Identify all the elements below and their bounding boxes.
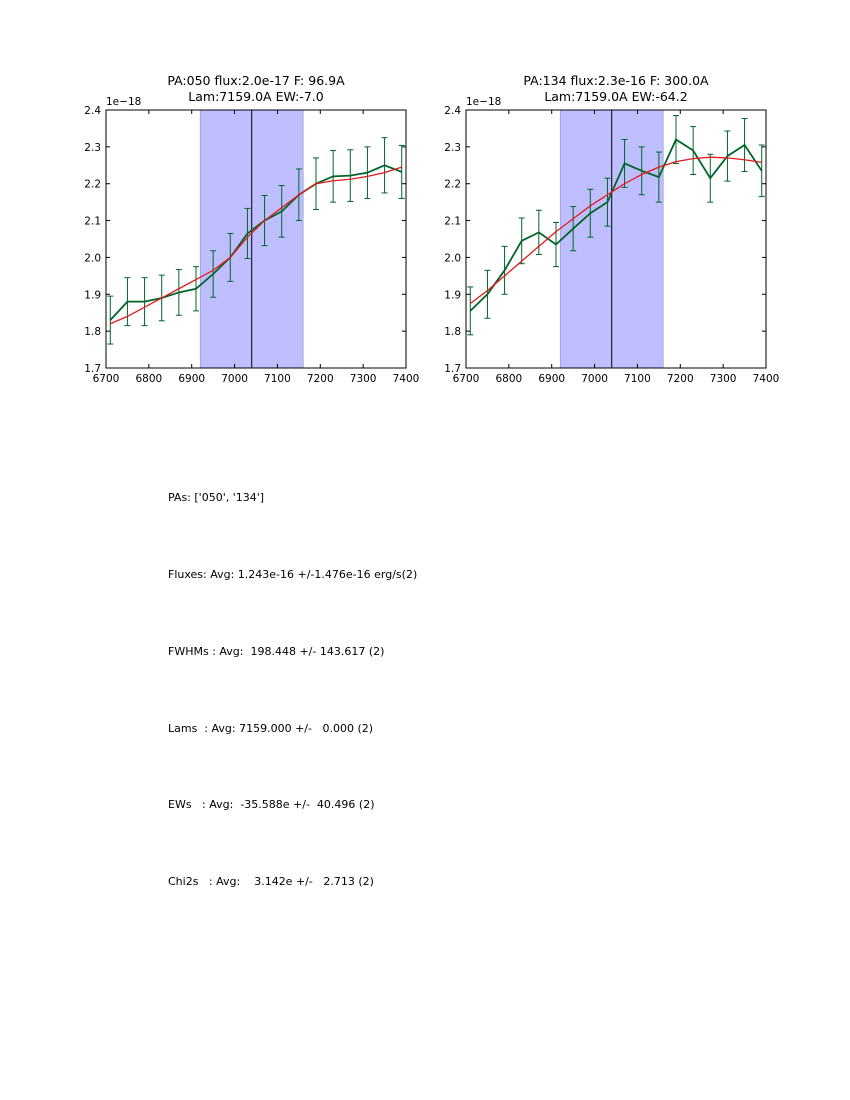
stat-fluxes: Fluxes: Avg: 1.243e-16 +/-1.476e-16 erg/… bbox=[168, 567, 418, 581]
chart-2-y-tick-label: 2.2 bbox=[444, 179, 461, 191]
chart-2-y-tick-label: 2.4 bbox=[444, 105, 461, 117]
chart-2-x-tick-label: 7300 bbox=[710, 373, 737, 385]
stat-chi2s: Chi2s : Avg: 3.142e +/- 2.713 (2) bbox=[168, 875, 374, 889]
chart-1-x-tick-label: 6700 bbox=[93, 373, 120, 385]
summary-statistics: PAs: ['050', '134'] Fluxes: Avg: 1.243e-… bbox=[168, 434, 417, 920]
chart-2-axes-frame bbox=[465, 109, 767, 369]
stat-ews: EWs : Avg: -35.588e +/- 40.496 (2) bbox=[168, 798, 375, 812]
chart-2-fit-series-line bbox=[469, 156, 762, 305]
chart-1-fit-series-line bbox=[110, 166, 402, 325]
chart-1-x-tick-label: 7400 bbox=[393, 373, 420, 385]
chart-1-y-tick-label: 2.3 bbox=[84, 142, 101, 154]
chart-1-x-tick-label: 7000 bbox=[221, 373, 248, 385]
chart-2-title-line-1: PA:134 flux:2.3e-16 F: 300.0A bbox=[523, 73, 709, 88]
chart-1-y-tick-label: 1.9 bbox=[84, 289, 101, 301]
chart-2-x-tick-label: 7100 bbox=[624, 373, 651, 385]
chart-2-y-tick-label: 2.3 bbox=[444, 142, 461, 154]
chart-1-y-tick-label: 1.8 bbox=[84, 326, 101, 338]
chart-1-x-tick-label: 6800 bbox=[135, 373, 162, 385]
chart-2-title: PA:134 flux:2.3e-16 F: 300.0A Lam:7159.0… bbox=[466, 73, 766, 105]
charts-canvas: 6700 6800 6900 7000 7100 7200 7300 7400 1.7 1.8 1.… bbox=[84, 96, 779, 385]
chart-2-x-tick-label: 6800 bbox=[495, 373, 522, 385]
stat-fwhms: FWHMs : Avg: 198.448 +/- 143.617 (2) bbox=[168, 644, 385, 658]
stat-pas: PAs: ['050', '134'] bbox=[168, 491, 265, 505]
stat-lams: Lams : Avg: 7159.000 +/- 0.000 (2) bbox=[168, 721, 374, 735]
chart-2-x-tick-label: 6900 bbox=[538, 373, 565, 385]
chart-1-y-tick-label: 2.0 bbox=[84, 252, 101, 264]
chart-2-x-tick-label: 7200 bbox=[667, 373, 694, 385]
chart-2-plot: 6700 6800 6900 7000 7100 7200 7300 7400 1.7 1.8 1.… bbox=[444, 96, 779, 385]
chart-2-y-tick-label: 1.9 bbox=[444, 289, 461, 301]
chart-1-plot: 6700 6800 6900 7000 7100 7200 7300 7400 1.7 1.8 1.… bbox=[84, 96, 419, 385]
chart-1-y-tick-label: 2.4 bbox=[84, 105, 101, 117]
chart-2-y-offset-label: 1e−18 bbox=[466, 96, 501, 108]
chart-2-y-tick-label: 1.7 bbox=[444, 363, 461, 375]
chart-2-x-tick-label: 7000 bbox=[581, 373, 608, 385]
chart-2-x-tick-label: 6700 bbox=[453, 373, 480, 385]
chart-1-x-tick-label: 6900 bbox=[178, 373, 205, 385]
chart-1-x-tick-label: 7100 bbox=[264, 373, 291, 385]
chart-2-x-tick-label: 7400 bbox=[753, 373, 780, 385]
chart-2-y-tick-label: 2.1 bbox=[444, 216, 461, 228]
chart-1-y-offset-label: 1e−18 bbox=[106, 96, 141, 108]
chart-1-data-series-line bbox=[109, 164, 403, 321]
chart-1-title: PA:050 flux:2.0e-17 F: 96.9A Lam:7159.0A… bbox=[106, 73, 406, 105]
chart-1-title-line-1: PA:050 flux:2.0e-17 F: 96.9A bbox=[167, 73, 345, 88]
chart-1-y-tick-label: 2.2 bbox=[84, 179, 101, 191]
chart-1-y-tick-label: 1.7 bbox=[84, 363, 101, 375]
chart-1-axes-frame bbox=[105, 109, 407, 369]
chart-2-data-series-line bbox=[469, 138, 763, 312]
chart-1-x-tick-label: 7200 bbox=[307, 373, 334, 385]
chart-1-title-line-2: Lam:7159.0A EW:-7.0 bbox=[188, 89, 324, 104]
chart-2-title-line-2: Lam:7159.0A EW:-64.2 bbox=[544, 89, 688, 104]
chart-1-y-tick-label: 2.1 bbox=[84, 216, 101, 228]
chart-2-y-tick-label: 2.0 bbox=[444, 252, 461, 264]
chart-1-x-tick-label: 7300 bbox=[350, 373, 377, 385]
chart-2-y-tick-label: 1.8 bbox=[444, 326, 461, 338]
